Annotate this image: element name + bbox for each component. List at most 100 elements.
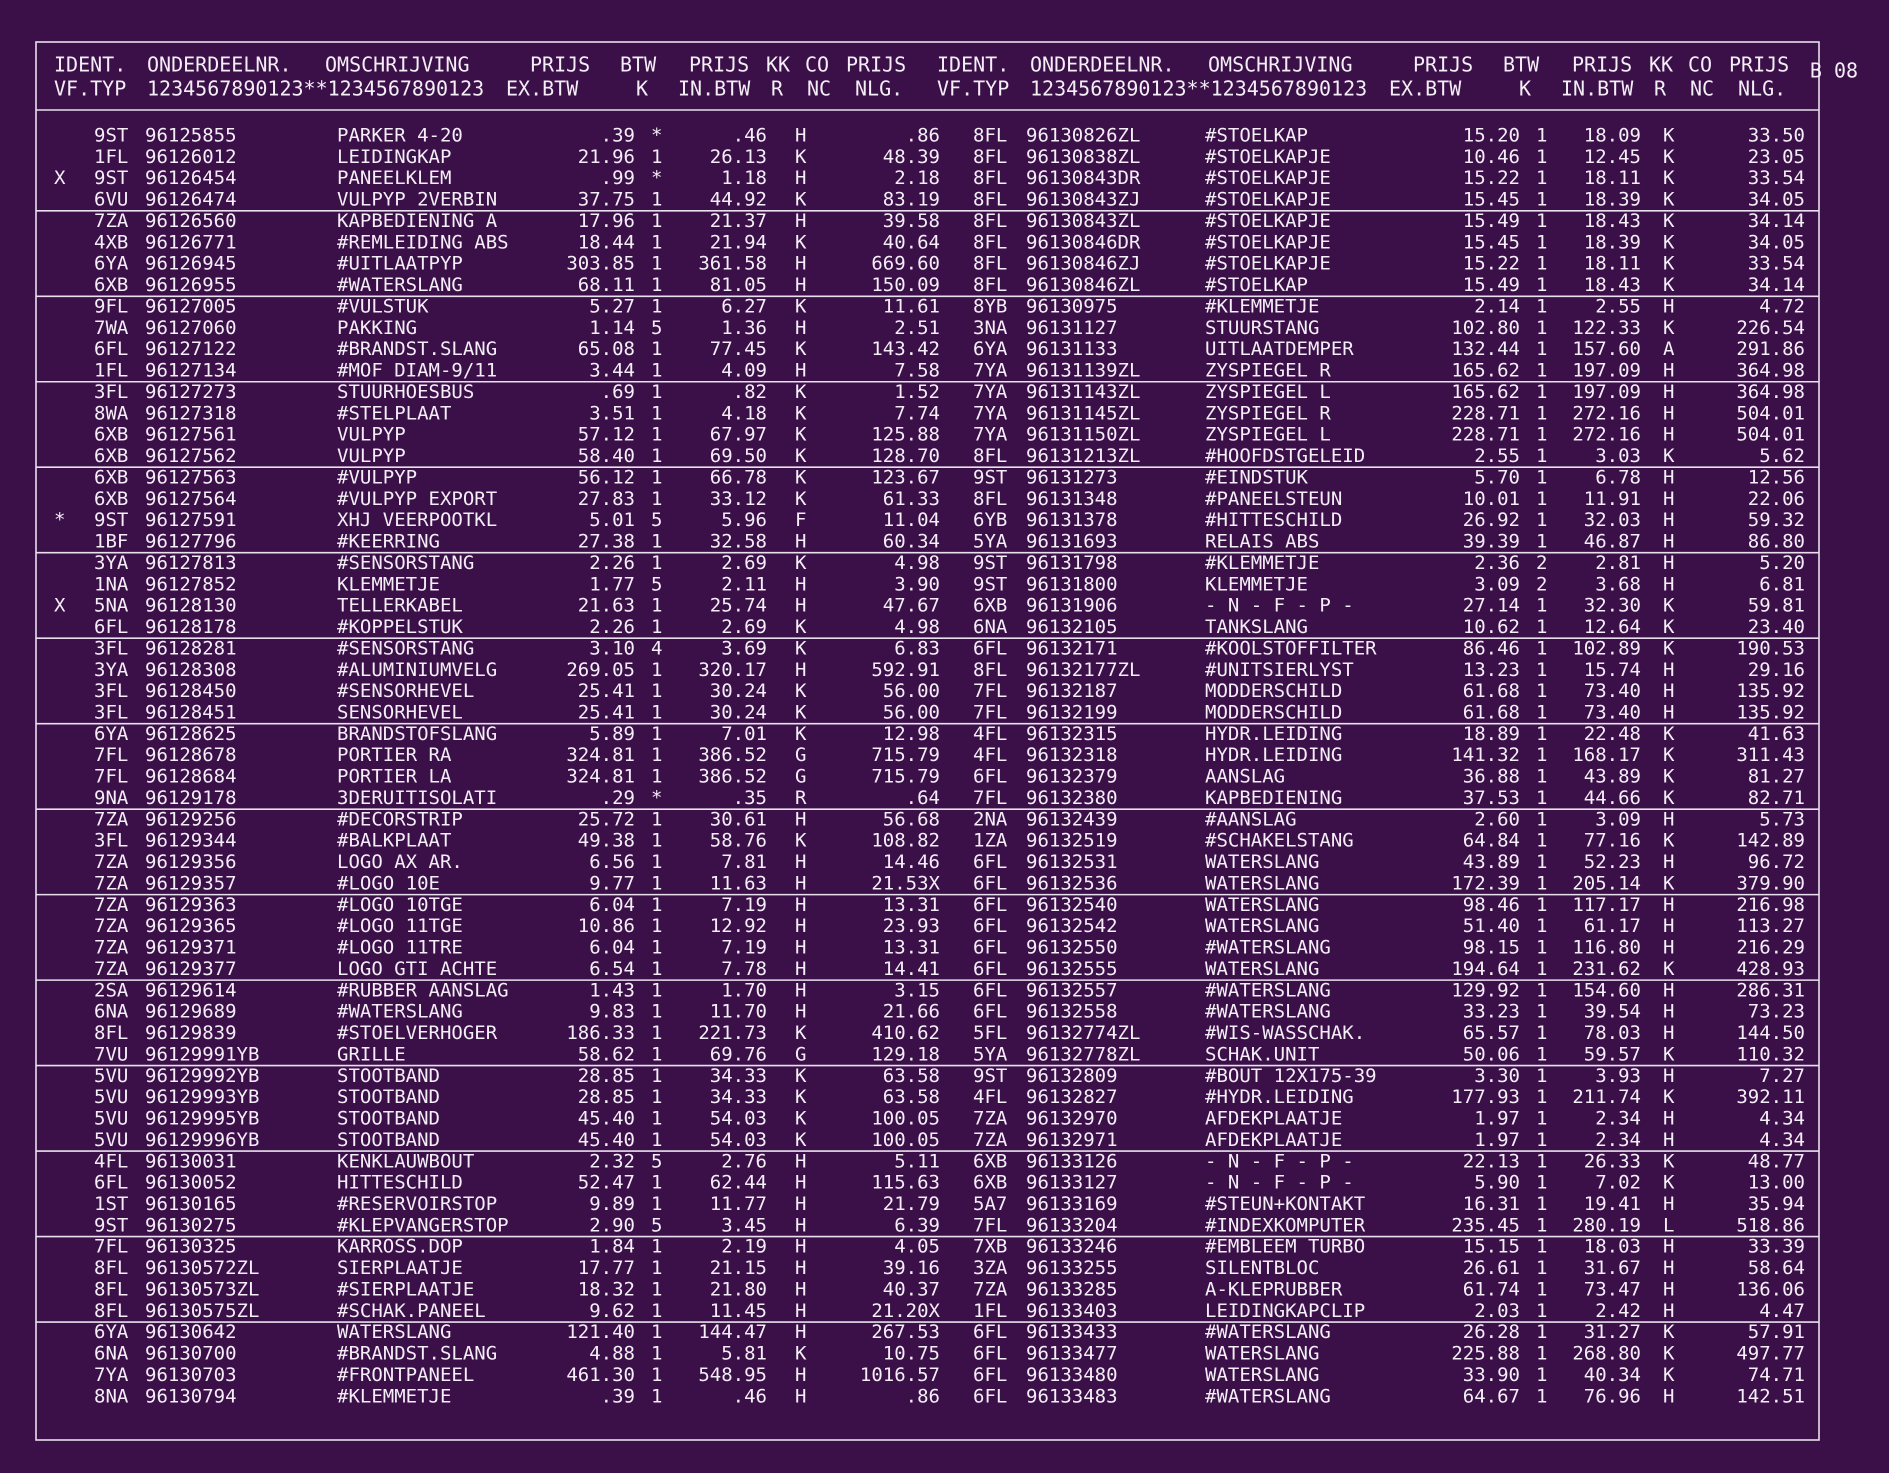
description: PAKKING [337, 317, 417, 339]
part-number: 96127562 [145, 445, 237, 467]
price-ex-vat: 165.62 [1451, 381, 1520, 403]
price-nlg: 410.62 [871, 1022, 940, 1044]
part-number: 96133403 [1026, 1300, 1118, 1322]
price-in-vat: 21.94 [710, 231, 767, 253]
price-nlg: 4.98 [894, 616, 940, 638]
kk-code: K [795, 402, 807, 424]
price-nlg: 7.27 [1759, 1065, 1805, 1087]
vf-typ: 6YB [973, 509, 1007, 531]
kk-code: H [1663, 488, 1674, 510]
price-nlg: 60.34 [883, 531, 940, 553]
kk-code: G [795, 766, 806, 788]
price-ex-vat: 37.75 [578, 189, 635, 211]
kk-code: H [795, 1193, 806, 1215]
price-ex-vat: 16.31 [1463, 1193, 1520, 1215]
price-ex-vat: 324.81 [566, 766, 635, 788]
part-number: 96128281 [145, 637, 237, 659]
price-in-vat: 34.33 [710, 1086, 767, 1108]
price-nlg: 12.56 [1748, 466, 1805, 488]
description: STUURSTANG [1205, 317, 1319, 339]
kk-code: H [1663, 1236, 1674, 1258]
header-label: K [636, 77, 648, 101]
vat-code: 1 [1536, 210, 1547, 232]
price-in-vat: 4.18 [721, 402, 767, 424]
vat-code: 1 [651, 466, 662, 488]
vat-code: 1 [651, 231, 662, 253]
description: #AANSLAG [1205, 808, 1297, 830]
part-number: 96127273 [145, 381, 237, 403]
kk-code: K [1663, 595, 1675, 617]
price-nlg: 100.05 [871, 1129, 940, 1151]
vf-typ: 9ST [973, 1065, 1007, 1087]
part-number: 96130642 [145, 1321, 237, 1343]
description: #FRONTPANEEL [337, 1364, 474, 1386]
price-ex-vat: 165.62 [1451, 360, 1520, 382]
price-nlg: 291.86 [1736, 338, 1805, 360]
price-in-vat: 7.01 [721, 723, 767, 745]
vat-code: 1 [651, 744, 662, 766]
vat-code: 1 [651, 1086, 662, 1108]
description: GRILLE [337, 1043, 406, 1065]
description: HYDR.LEIDING [1205, 723, 1342, 745]
price-nlg: 58.64 [1748, 1257, 1805, 1279]
part-number: 96129839 [145, 1022, 237, 1044]
price-nlg: 40.37 [883, 1278, 940, 1300]
part-number: 96128684 [145, 766, 237, 788]
price-ex-vat: 36.88 [1463, 766, 1520, 788]
vat-code: 1 [1536, 360, 1547, 382]
vat-code: 1 [1536, 338, 1547, 360]
part-number: 96132315 [1026, 723, 1118, 745]
price-nlg: 56.00 [883, 680, 940, 702]
vat-code: 1 [1536, 1385, 1547, 1407]
vf-typ: 8FL [94, 1300, 128, 1322]
vf-typ: 5VU [94, 1065, 128, 1087]
price-in-vat: 21.80 [710, 1278, 767, 1300]
kk-code: K [795, 488, 807, 510]
vat-code: 1 [651, 402, 662, 424]
vf-typ: 6FL [973, 1385, 1007, 1407]
price-nlg: 34.14 [1748, 274, 1805, 296]
description: #STOELKAPJE [1205, 167, 1331, 189]
vf-typ: 6XB [94, 424, 128, 446]
price-in-vat: 2.69 [721, 552, 767, 574]
kk-code: H [795, 1150, 806, 1172]
vf-typ: 7FL [973, 680, 1007, 702]
price-ex-vat: 65.57 [1463, 1022, 1520, 1044]
price-ex-vat: 15.22 [1463, 253, 1520, 275]
kk-code: H [795, 1300, 806, 1322]
description: #WATERSLANG [1205, 1321, 1331, 1343]
price-nlg: 4.05 [894, 1236, 940, 1258]
part-number: 96129371 [145, 937, 237, 959]
price-ex-vat: 58.40 [578, 445, 635, 467]
vf-typ: 8YB [973, 295, 1007, 317]
price-nlg: 123.67 [871, 466, 940, 488]
kk-code: H [1663, 1001, 1674, 1023]
price-ex-vat: 2.90 [589, 1214, 635, 1236]
vf-typ: 6XB [973, 1172, 1007, 1194]
kk-code: K [1663, 1043, 1675, 1065]
part-number: 96132519 [1026, 830, 1118, 852]
part-number: 96130572ZL [145, 1257, 259, 1279]
vf-typ: 6FL [973, 979, 1007, 1001]
vat-code: 1 [1536, 1065, 1547, 1087]
price-in-vat: 18.11 [1584, 253, 1641, 275]
vat-code: 1 [651, 1278, 662, 1300]
price-nlg: 74.71 [1748, 1364, 1805, 1386]
kk-code: H [795, 573, 806, 595]
vat-code: 1 [651, 1129, 662, 1151]
description: KLEMMETJE [1205, 573, 1308, 595]
description: #SIERPLAATJE [337, 1278, 474, 1300]
price-nlg: 11.61 [883, 295, 940, 317]
part-number: 96126771 [145, 231, 237, 253]
vf-typ: 7ZA [94, 210, 129, 232]
vf-typ: 5VU [94, 1086, 128, 1108]
vf-typ: 6XB [94, 466, 128, 488]
kk-code: H [795, 808, 806, 830]
kk-code: H [795, 210, 806, 232]
price-in-vat: 18.03 [1584, 1236, 1641, 1258]
vat-code: 5 [651, 1214, 662, 1236]
vf-typ: 8FL [973, 167, 1007, 189]
kk-code: H [1663, 1022, 1674, 1044]
